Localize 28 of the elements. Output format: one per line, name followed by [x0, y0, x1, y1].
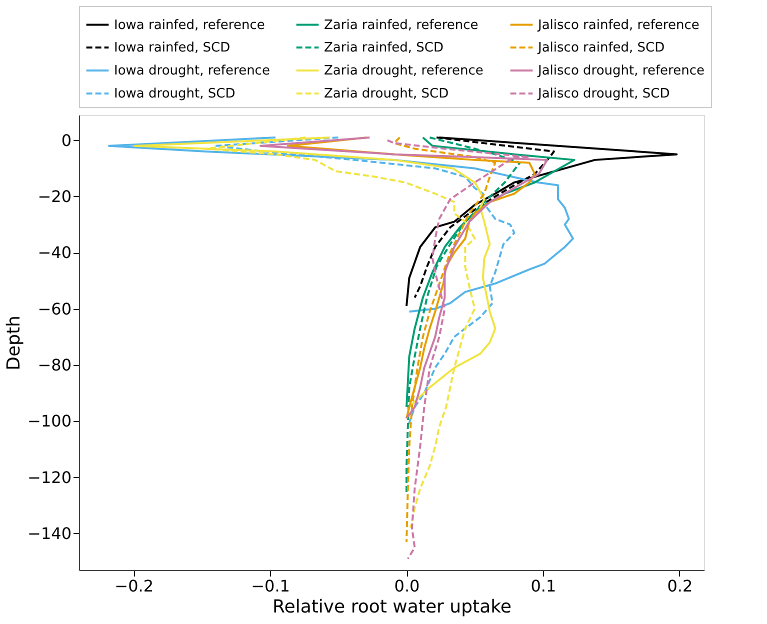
x-tick-label: −0.2 — [114, 576, 154, 596]
y-tick-label: 0 — [61, 130, 72, 150]
x-tick-label: −0.1 — [251, 576, 290, 596]
legend-label: Zaria rainfed, SCD — [324, 40, 444, 56]
y-tick-label: −80 — [38, 355, 72, 374]
y-tick-label: −140 — [28, 524, 72, 543]
x-tick-label: 0.0 — [394, 576, 420, 596]
legend-label: Iowa drought, SCD — [114, 86, 236, 102]
legend-label: Zaria drought, reference — [324, 64, 484, 78]
legend-label: Jalisco rainfed, reference — [537, 18, 700, 33]
legend-label: Zaria drought, SCD — [324, 86, 449, 102]
x-tick-label: 0.2 — [667, 576, 693, 596]
x-tick-label: 0.1 — [530, 576, 556, 596]
y-tick-label: −40 — [38, 243, 72, 262]
y-tick-label: −60 — [38, 299, 72, 318]
y-tick-label: −100 — [28, 412, 72, 431]
x-axis-title: Relative root water uptake — [272, 596, 512, 618]
legend-label: Iowa rainfed, reference — [114, 18, 265, 33]
y-tick-label: −120 — [28, 468, 72, 487]
y-axis-title: Depth — [4, 316, 25, 370]
legend-label: Iowa rainfed, SCD — [114, 40, 230, 56]
line-series — [406, 136, 678, 307]
legend-label: Jalisco drought, SCD — [537, 86, 670, 102]
legend-label: Zaria rainfed, reference — [324, 18, 478, 33]
legend-label: Jalisco rainfed, SCD — [537, 40, 665, 56]
legend-label: Jalisco drought, reference — [537, 64, 704, 78]
legend-label: Iowa drought, reference — [114, 64, 270, 78]
y-tick-label: −20 — [38, 186, 72, 206]
